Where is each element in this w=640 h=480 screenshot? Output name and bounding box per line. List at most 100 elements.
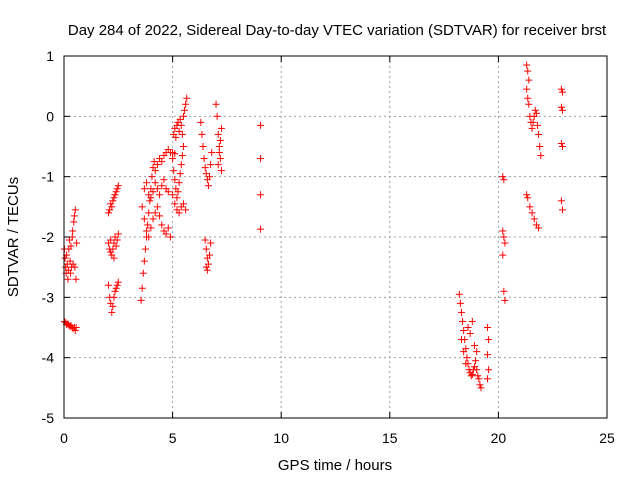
data-point <box>179 143 187 150</box>
axis-ticks: 0 5 10 15 20 25 -5 -4 -3 -2 -1 0 1 <box>42 48 615 446</box>
data-point <box>468 317 476 325</box>
data-point <box>183 94 191 102</box>
data-point <box>524 194 532 202</box>
data-point <box>197 118 205 126</box>
data-point <box>466 330 474 338</box>
data-point <box>179 112 187 120</box>
data-point <box>137 296 145 304</box>
data-point <box>199 143 207 150</box>
data-point <box>109 302 117 310</box>
data-point <box>111 287 119 295</box>
data-point <box>156 191 164 199</box>
data-point <box>113 236 121 244</box>
data-point <box>200 155 208 163</box>
data-point <box>257 121 265 129</box>
data-point <box>463 354 471 362</box>
data-point <box>476 381 484 389</box>
data-point <box>201 236 209 244</box>
data-point <box>201 164 209 172</box>
data-point <box>147 194 155 202</box>
data-point <box>558 206 566 214</box>
data-point <box>139 269 147 277</box>
data-point <box>147 224 155 232</box>
data-point <box>524 67 532 75</box>
data-point <box>170 167 178 175</box>
data-point <box>114 182 122 190</box>
data-point <box>143 227 151 235</box>
data-point <box>171 176 179 184</box>
data-point <box>110 194 118 202</box>
data-point <box>484 351 492 359</box>
data-point <box>460 348 468 356</box>
data-point <box>558 143 566 150</box>
data-point <box>112 242 120 250</box>
data-point <box>214 130 222 138</box>
data-point <box>471 342 479 350</box>
data-point <box>70 218 78 226</box>
data-point <box>150 158 158 166</box>
data-point <box>533 121 541 129</box>
data-point <box>138 203 146 211</box>
data-point <box>148 173 156 181</box>
data-point <box>204 182 212 190</box>
data-point <box>500 176 508 184</box>
data-points <box>60 61 566 392</box>
data-point <box>464 324 472 331</box>
data-point <box>459 317 467 325</box>
data-point <box>257 191 265 199</box>
data-point <box>172 133 180 141</box>
data-point <box>206 251 214 259</box>
data-point <box>140 215 148 223</box>
data-point <box>206 173 214 181</box>
data-point <box>67 269 75 277</box>
data-point <box>202 263 210 271</box>
data-point <box>457 308 465 316</box>
data-point <box>213 112 221 120</box>
y-tick-label: -2 <box>42 229 55 245</box>
data-point <box>557 197 565 205</box>
data-point <box>72 275 80 283</box>
data-point <box>525 100 533 108</box>
data-point <box>485 336 493 344</box>
data-point <box>214 161 222 169</box>
data-point <box>179 200 187 208</box>
data-point <box>107 236 115 244</box>
data-point <box>202 170 210 178</box>
data-point <box>145 209 153 217</box>
data-point <box>456 299 464 307</box>
y-tick-label: -5 <box>42 410 55 426</box>
data-point <box>67 242 75 250</box>
x-tick-label: 5 <box>169 430 177 446</box>
data-point <box>499 227 507 235</box>
data-point <box>145 233 153 241</box>
x-tick-label: 25 <box>599 430 615 446</box>
data-point <box>158 158 166 166</box>
data-point <box>457 336 465 344</box>
y-tick-label: 0 <box>46 108 54 124</box>
data-point <box>484 324 492 331</box>
data-point <box>69 260 77 268</box>
data-point <box>177 161 185 169</box>
data-point <box>109 197 117 205</box>
data-point <box>160 176 168 184</box>
data-point <box>500 287 508 295</box>
data-point <box>175 127 183 135</box>
y-tick-label: -3 <box>42 289 55 305</box>
data-point <box>535 130 543 138</box>
data-point <box>207 239 215 247</box>
data-point <box>523 191 531 199</box>
data-point <box>176 170 184 178</box>
data-point <box>72 324 80 331</box>
data-point <box>474 372 482 380</box>
data-point <box>66 257 74 265</box>
data-point <box>158 221 166 229</box>
data-point <box>69 227 77 235</box>
data-point <box>113 185 121 193</box>
data-point <box>528 124 536 132</box>
data-point <box>162 230 170 238</box>
data-point <box>71 263 79 271</box>
data-point <box>203 266 211 274</box>
data-point <box>207 161 215 169</box>
data-point <box>153 203 161 211</box>
